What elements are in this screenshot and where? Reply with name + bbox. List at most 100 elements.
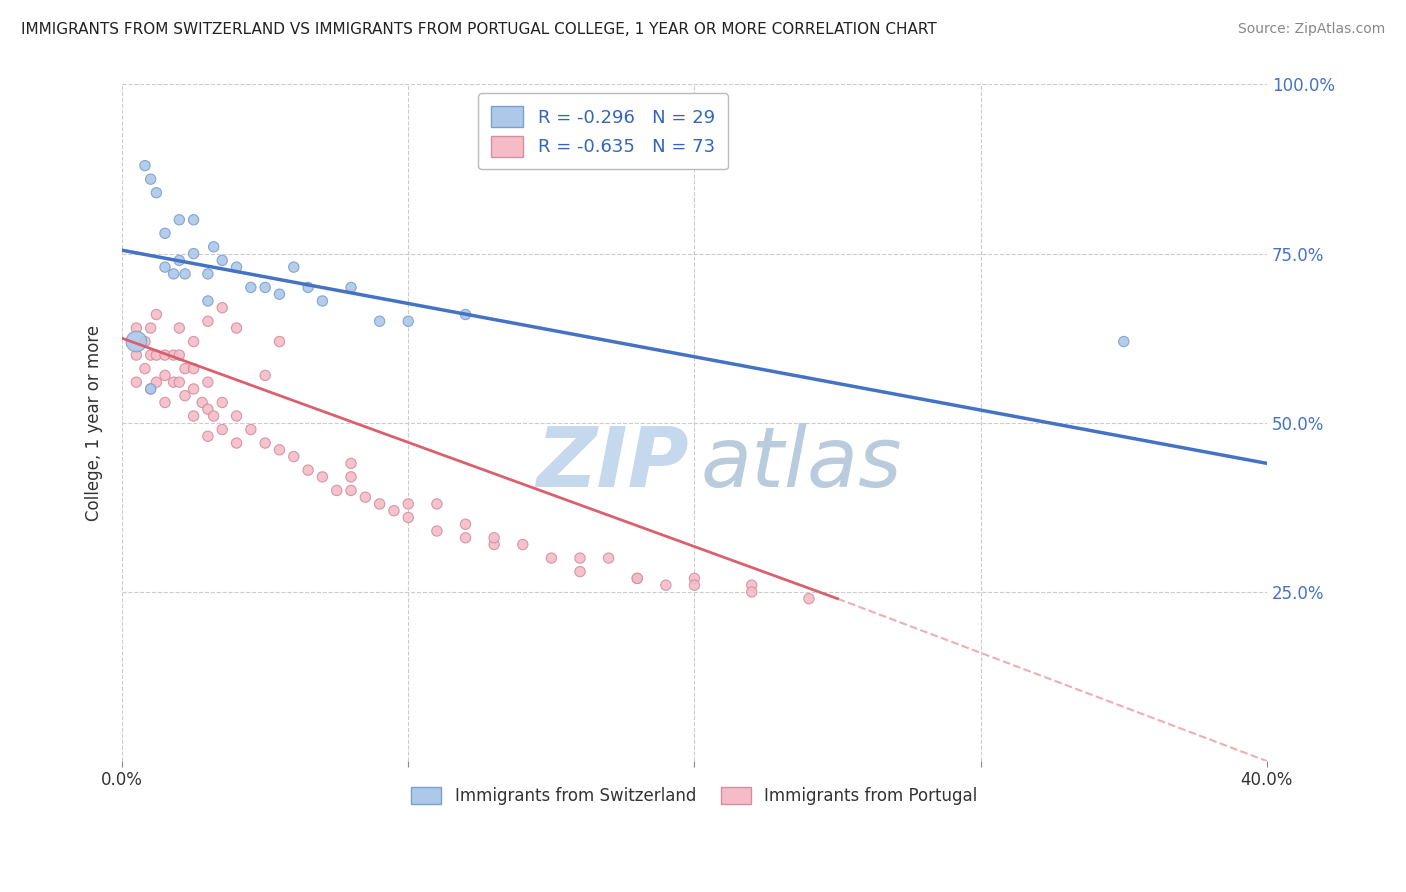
Point — [482, 531, 505, 545]
Point — [145, 186, 167, 200]
Point — [183, 246, 205, 260]
Point — [197, 375, 219, 389]
Point — [197, 402, 219, 417]
Point — [340, 456, 363, 470]
Point — [211, 423, 233, 437]
Point — [225, 260, 247, 274]
Point — [202, 409, 225, 423]
Point — [134, 159, 156, 173]
Point — [139, 172, 162, 186]
Point — [626, 571, 648, 585]
Point — [239, 423, 262, 437]
Point — [225, 436, 247, 450]
Point — [254, 280, 277, 294]
Point — [125, 334, 148, 349]
Point — [125, 375, 148, 389]
Point — [254, 368, 277, 383]
Point — [197, 267, 219, 281]
Point — [311, 293, 333, 308]
Point — [426, 497, 449, 511]
Point — [254, 436, 277, 450]
Legend: Immigrants from Switzerland, Immigrants from Portugal: Immigrants from Switzerland, Immigrants … — [404, 779, 986, 814]
Point — [239, 280, 262, 294]
Point — [569, 551, 592, 566]
Point — [139, 348, 162, 362]
Point — [134, 361, 156, 376]
Point — [368, 497, 391, 511]
Point — [153, 227, 176, 241]
Text: Source: ZipAtlas.com: Source: ZipAtlas.com — [1237, 22, 1385, 37]
Point — [139, 382, 162, 396]
Point — [162, 375, 184, 389]
Point — [139, 382, 162, 396]
Y-axis label: College, 1 year or more: College, 1 year or more — [86, 325, 103, 521]
Point — [153, 368, 176, 383]
Point — [311, 470, 333, 484]
Point — [325, 483, 347, 498]
Point — [197, 429, 219, 443]
Point — [174, 361, 197, 376]
Point — [211, 395, 233, 409]
Point — [153, 260, 176, 274]
Point — [396, 497, 419, 511]
Text: ZIP: ZIP — [536, 423, 689, 504]
Point — [340, 470, 363, 484]
Point — [340, 280, 363, 294]
Point — [454, 517, 477, 532]
Point — [125, 348, 148, 362]
Point — [202, 240, 225, 254]
Point — [162, 267, 184, 281]
Point — [297, 280, 319, 294]
Point — [368, 314, 391, 328]
Point — [183, 212, 205, 227]
Point — [683, 578, 706, 592]
Point — [454, 531, 477, 545]
Point — [169, 375, 191, 389]
Point — [741, 585, 763, 599]
Point — [1112, 334, 1135, 349]
Point — [162, 348, 184, 362]
Point — [396, 510, 419, 524]
Point — [340, 483, 363, 498]
Point — [145, 348, 167, 362]
Point — [197, 293, 219, 308]
Point — [183, 334, 205, 349]
Point — [169, 212, 191, 227]
Point — [512, 537, 534, 551]
Point — [741, 578, 763, 592]
Point — [569, 565, 592, 579]
Point — [153, 395, 176, 409]
Text: atlas: atlas — [700, 423, 901, 504]
Point — [354, 490, 377, 504]
Point — [174, 267, 197, 281]
Point — [183, 409, 205, 423]
Point — [297, 463, 319, 477]
Point — [211, 301, 233, 315]
Point — [454, 308, 477, 322]
Point — [139, 321, 162, 335]
Point — [655, 578, 678, 592]
Point — [626, 571, 648, 585]
Point — [382, 504, 405, 518]
Point — [169, 253, 191, 268]
Point — [145, 308, 167, 322]
Point — [197, 314, 219, 328]
Point — [269, 442, 291, 457]
Point — [174, 389, 197, 403]
Point — [183, 361, 205, 376]
Point — [145, 375, 167, 389]
Point — [396, 314, 419, 328]
Point — [283, 450, 305, 464]
Point — [191, 395, 214, 409]
Point — [269, 287, 291, 301]
Point — [211, 253, 233, 268]
Point — [169, 321, 191, 335]
Point — [283, 260, 305, 274]
Point — [183, 382, 205, 396]
Point — [683, 571, 706, 585]
Point — [134, 334, 156, 349]
Point — [797, 591, 820, 606]
Point — [482, 537, 505, 551]
Point — [540, 551, 562, 566]
Point — [269, 334, 291, 349]
